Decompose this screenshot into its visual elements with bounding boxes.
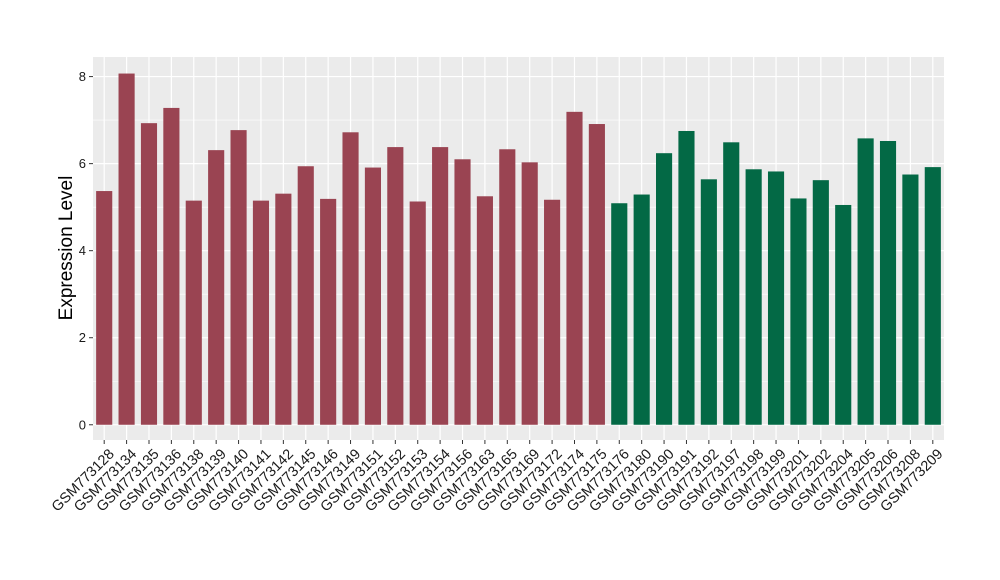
bar-gsm773134	[118, 73, 135, 425]
y-tick-label: 8	[79, 69, 86, 84]
bar-gsm773209	[924, 167, 941, 425]
bar-gsm773206	[879, 140, 897, 425]
bar-gsm773190	[656, 153, 673, 425]
bar-gsm773204	[835, 204, 852, 425]
bar-gsm773163	[476, 196, 493, 425]
bar-gsm773154	[432, 147, 449, 425]
bar-gsm773145	[297, 166, 314, 425]
x-axis: GSM773128GSM773134GSM773135GSM773136GSM7…	[49, 440, 946, 515]
bar-gsm773172	[544, 199, 561, 425]
bar-gsm773202	[812, 180, 829, 425]
bar-gsm773198	[745, 169, 762, 425]
bar-gsm773136	[163, 107, 180, 425]
bar-gsm773208	[902, 174, 919, 425]
bar-gsm773175	[588, 124, 605, 425]
bar-gsm773141	[252, 200, 270, 425]
bar-gsm773180	[633, 194, 650, 425]
y-tick-label: 0	[79, 417, 86, 432]
bar-gsm773151	[364, 167, 381, 425]
bar-gsm773176	[611, 203, 628, 425]
bar-gsm773146	[320, 198, 337, 425]
bar-gsm773135	[140, 123, 158, 425]
y-axis-title: Expression Level	[56, 176, 77, 321]
bar-gsm773152	[387, 147, 404, 425]
bar-gsm773201	[790, 198, 807, 425]
y-tick-label: 6	[79, 156, 86, 171]
bar-gsm773191	[678, 130, 695, 425]
y-tick-label: 2	[79, 330, 86, 345]
bar-gsm773199	[767, 171, 785, 425]
bar-gsm773139	[208, 150, 225, 425]
bar-gsm773169	[521, 162, 538, 425]
y-tick-label: 4	[79, 243, 86, 258]
bar-gsm773205	[857, 138, 874, 425]
bar-gsm773138	[185, 200, 202, 425]
bars-layer	[96, 73, 941, 425]
bar-gsm773142	[275, 193, 292, 425]
bar-gsm773149	[342, 132, 359, 425]
bar-gsm773174	[566, 111, 583, 425]
bar-gsm773156	[454, 159, 471, 425]
bar-gsm773128	[96, 191, 113, 425]
bar-gsm773165	[499, 149, 516, 425]
bar-gsm773140	[230, 130, 247, 425]
y-axis: 0 2 4 6 8	[79, 69, 93, 432]
bar-gsm773153	[409, 201, 426, 425]
bar-gsm773197	[723, 142, 740, 425]
bar-gsm773192	[700, 179, 717, 425]
